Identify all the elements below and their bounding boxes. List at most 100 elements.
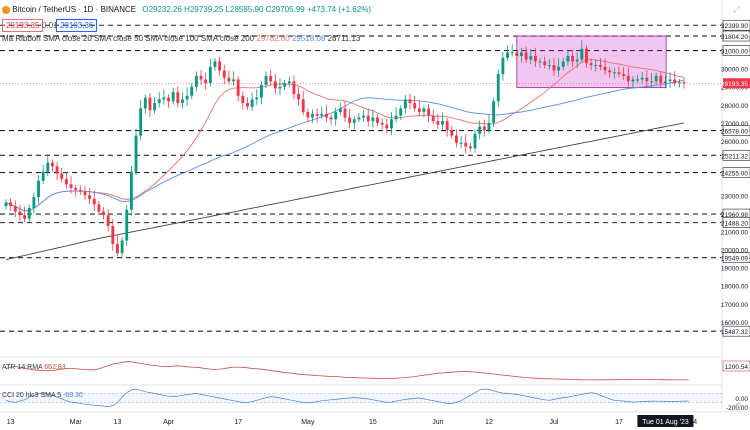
candle-body — [143, 97, 147, 109]
candle-body — [139, 108, 143, 136]
cci-value: -69.30 — [63, 392, 83, 399]
candle-body — [371, 117, 375, 122]
candle-body — [125, 209, 129, 241]
price-tick-label: 21488.20 — [721, 221, 748, 228]
candle-body — [506, 52, 509, 58]
candle-body — [246, 103, 249, 107]
level-tag — [722, 149, 750, 161]
candle-body — [566, 55, 570, 62]
candle-body — [311, 113, 314, 118]
candle-body — [283, 83, 287, 87]
price-tick-label: 19000.00 — [721, 266, 748, 273]
date-tick-label: 12 — [485, 419, 493, 426]
candle-body — [362, 115, 366, 118]
candle-body — [441, 121, 444, 125]
candle-body — [343, 108, 347, 118]
date-tick-label: 17 — [234, 419, 242, 426]
candle-body — [659, 75, 663, 84]
candle-body — [213, 61, 217, 67]
candle-body — [9, 202, 13, 207]
level-tag — [722, 167, 750, 178]
price-tick-label: 17000.00 — [721, 302, 748, 309]
cci-label: CCI 20 hlc3 SMA 5 — [2, 392, 62, 399]
candle-body — [255, 97, 259, 100]
price-tick-label: 26000.00 — [721, 139, 748, 146]
sma20-line — [5, 59, 685, 212]
candle-body — [533, 55, 537, 62]
current-price-tag — [723, 78, 750, 89]
candle-body — [450, 130, 454, 136]
date-tick-label: 13 — [114, 419, 122, 426]
atr-label: ATR 14 RMA — [2, 364, 43, 371]
candle-body — [297, 93, 300, 100]
atr-line — [5, 361, 689, 381]
date-tick-label: Jul — [549, 419, 558, 426]
level-tag — [722, 19, 750, 31]
candle-body — [120, 240, 124, 254]
candle-body — [631, 79, 635, 82]
buy-button[interactable]: 29193.36 — [56, 19, 98, 32]
candle-body — [468, 146, 472, 149]
candle-body — [617, 72, 621, 75]
expand-icon[interactable]: ⤢ — [733, 4, 741, 14]
price-tick-label: 30000.00 — [721, 67, 748, 74]
candle-body — [116, 244, 119, 254]
candle-body — [32, 197, 36, 208]
candle-body — [55, 166, 59, 174]
candle-body — [23, 215, 27, 219]
candle-body — [194, 75, 198, 87]
candle-body — [455, 135, 458, 143]
candle-body — [385, 124, 389, 129]
spread-value: 0.01 — [42, 21, 58, 30]
date-badge — [637, 415, 694, 427]
price-tick-label: 24255.00 — [721, 171, 748, 178]
candle-body — [585, 48, 588, 64]
level-tag — [722, 325, 750, 337]
candle-body — [315, 113, 319, 116]
price-tick-label: 15487.32 — [721, 329, 748, 336]
atr-tag — [722, 360, 750, 372]
date-tick-label: Jun — [432, 419, 443, 426]
candle-body — [612, 72, 616, 74]
moving-averages — [5, 59, 685, 261]
sell-button[interactable]: 29193.35 — [2, 19, 44, 32]
candle-body — [459, 142, 463, 144]
candle-body — [557, 66, 561, 71]
candles — [4, 40, 686, 258]
candle-body — [176, 92, 180, 104]
candle-body — [111, 226, 115, 245]
candle-body — [366, 115, 370, 122]
candle-body — [51, 162, 54, 167]
level-tag — [722, 217, 750, 228]
candle-body — [422, 108, 426, 113]
ma-legend-label: Ma Ribbon SMA close 20 SMA close 50 SMA … — [2, 34, 255, 43]
candle-body — [580, 48, 584, 60]
candle-body — [640, 77, 644, 80]
settings-icon[interactable]: ⚙ — [734, 401, 743, 411]
price-tick-label: 32399.90 — [721, 23, 748, 30]
candle-body — [301, 99, 305, 113]
candle-body — [663, 81, 667, 84]
candle-body — [543, 61, 547, 66]
date-tick-label: Mar — [70, 419, 83, 426]
price-tick-label: 18000.00 — [721, 284, 748, 291]
candle-body — [357, 117, 361, 120]
atr-value: 662.83 — [44, 364, 66, 371]
candle-body — [650, 81, 653, 83]
candle-body — [622, 74, 626, 76]
candle-body — [487, 122, 491, 131]
candle-body — [102, 211, 105, 216]
candle-body — [352, 119, 356, 123]
candle-body — [278, 86, 282, 89]
candle-body — [431, 115, 435, 122]
price-tick-label: 16000.00 — [721, 320, 748, 327]
candle-body — [83, 191, 87, 196]
candle-body — [273, 81, 277, 89]
candle-body — [157, 99, 161, 104]
candle-body — [106, 215, 110, 227]
candle-body — [129, 171, 133, 210]
candle-body — [13, 206, 17, 212]
candle-body — [259, 84, 263, 98]
